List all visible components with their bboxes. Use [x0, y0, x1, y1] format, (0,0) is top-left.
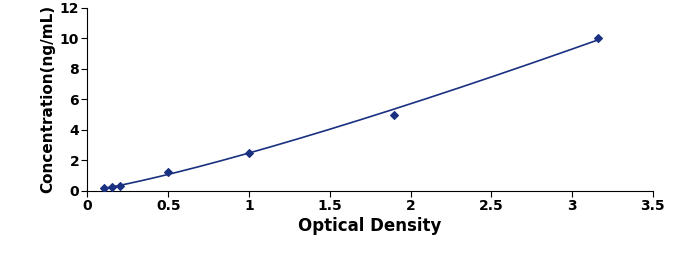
X-axis label: Optical Density: Optical Density: [298, 217, 442, 235]
Y-axis label: Concentration(ng/mL): Concentration(ng/mL): [40, 5, 55, 193]
